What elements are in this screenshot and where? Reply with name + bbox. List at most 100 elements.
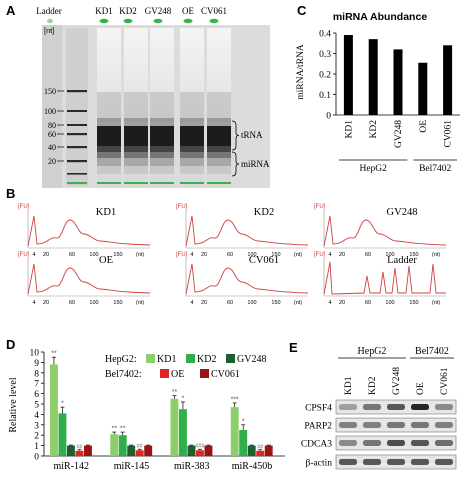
chart-d-y-tick-label: 7 bbox=[34, 380, 39, 390]
chart-d-y-tick-label: 5 bbox=[34, 401, 39, 411]
chart-d-legend-swatch bbox=[146, 354, 155, 363]
chart-c-category-label: OE bbox=[419, 120, 429, 133]
blot-lane-label-oe: OE bbox=[416, 382, 426, 395]
electropherogram-x-tick: 150 bbox=[409, 300, 418, 306]
panel-label-a: A bbox=[6, 3, 16, 18]
panel-label-c: C bbox=[297, 3, 307, 18]
electropherogram-x-tick: 60 bbox=[69, 252, 75, 258]
gel-lane-band bbox=[150, 166, 174, 174]
chart-c-group-label: HepG2 bbox=[359, 164, 387, 174]
chart-d-y-tick-label: 10 bbox=[30, 349, 40, 359]
chart-d-legend: HepG2: KD1 KD2 GV248 Bel7402: OE CV061 bbox=[105, 354, 266, 380]
panel-label-d: D bbox=[6, 337, 15, 352]
gel-lane-band bbox=[97, 166, 121, 174]
chart-d-y-tick-label: 1 bbox=[34, 442, 39, 452]
blot-band bbox=[411, 404, 429, 410]
gel-lane-band bbox=[124, 152, 148, 158]
electropherogram-trace bbox=[323, 215, 447, 247]
chart-d-bar bbox=[58, 413, 67, 456]
gel-lower-marker bbox=[97, 182, 121, 184]
blot-band bbox=[387, 459, 405, 465]
chart-d-y-tick-label: 4 bbox=[34, 411, 39, 421]
chart-d-legend-entry: OE bbox=[171, 369, 184, 380]
chart-d-bars: ***##** **##***###****## bbox=[50, 351, 273, 456]
chart-d-significance: * bbox=[61, 401, 64, 408]
chart-d-category-label: miR-450b bbox=[232, 461, 273, 472]
electropherogram-title: CV061 bbox=[249, 255, 279, 266]
gel-lower-marker bbox=[207, 182, 231, 184]
chart-d-category-label: miR-142 bbox=[53, 461, 89, 472]
electropherogram-fu-label: [FU] bbox=[176, 252, 188, 258]
chart-d-bar bbox=[127, 445, 136, 456]
chart-d-legend-bel7402-label: Bel7402: bbox=[105, 369, 142, 380]
chart-d-bar bbox=[196, 450, 204, 456]
electropherogram-x-tick: 150 bbox=[113, 300, 122, 306]
gel-size-mark: 100 bbox=[44, 107, 56, 116]
gel-mirna-band bbox=[97, 158, 121, 166]
blot-band bbox=[339, 404, 357, 410]
electropherogram-x-tick: 100 bbox=[385, 252, 394, 258]
blot-group-label: Bel7402 bbox=[415, 346, 449, 357]
gel-lane-band bbox=[124, 166, 148, 174]
chart-d-bar bbox=[247, 445, 256, 456]
blot-band bbox=[387, 422, 405, 428]
gel-mirna-band bbox=[207, 158, 231, 166]
chart-d-bar bbox=[84, 445, 92, 456]
electropherogram-x-tick: 20 bbox=[201, 252, 207, 258]
electropherogram-x-tick: 100 bbox=[89, 300, 98, 306]
gel-size-mark: 40 bbox=[48, 143, 56, 152]
chart-d-category-label: miR-145 bbox=[114, 461, 150, 472]
gel-lane-label-oe: OE bbox=[182, 6, 194, 16]
blot-band bbox=[411, 459, 429, 465]
gel-mirna-band bbox=[180, 158, 204, 166]
chart-d-bar bbox=[67, 445, 75, 456]
chart-d-legend-swatch bbox=[200, 369, 209, 378]
gel-lane-band bbox=[97, 152, 121, 158]
blot-group-label: HepG2 bbox=[358, 346, 387, 357]
chart-d-significance: ## bbox=[137, 444, 144, 450]
panel-c-chart: miRNA Abundance miRNA/tRNA 0 0.1 0.2 0.3 0.4… bbox=[296, 11, 460, 174]
blot-lane-label-cv061: CV061 bbox=[440, 367, 450, 395]
chart-d-bar bbox=[239, 430, 248, 456]
electropherogram-x-tick: 4 bbox=[190, 300, 193, 306]
gel-lane-smear bbox=[97, 92, 121, 122]
gel-trna-band bbox=[180, 126, 204, 146]
electropherogram-x-tick: 100 bbox=[247, 252, 256, 258]
chart-d-significance: ** bbox=[172, 389, 178, 396]
gel-ladder-band bbox=[67, 124, 87, 126]
blot-band bbox=[363, 422, 381, 428]
gel-mirna-band bbox=[124, 158, 148, 166]
gel-ladder-band bbox=[67, 146, 87, 149]
chart-c-category-label: CV061 bbox=[444, 120, 454, 148]
chart-d-legend-swatch bbox=[226, 354, 235, 363]
chart-d-y-tick-label: 6 bbox=[34, 390, 39, 400]
chart-d-legend-entry: KD1 bbox=[157, 354, 176, 365]
electropherogram-trace bbox=[27, 215, 151, 247]
chart-d-y-tick-label: 0 bbox=[34, 453, 39, 463]
chart-d-significance: ** bbox=[120, 426, 126, 433]
gel-lane-smear bbox=[207, 118, 231, 126]
gel-lane-smear bbox=[180, 118, 204, 126]
chart-c-bar bbox=[343, 35, 353, 115]
chart-c-y-tick-label: 0 bbox=[326, 112, 331, 122]
chart-d-bar bbox=[50, 364, 58, 456]
blot-band bbox=[339, 459, 357, 465]
electropherogram-x-tick: 150 bbox=[271, 300, 280, 306]
chart-d-y-tick-label: 9 bbox=[34, 359, 39, 369]
electropherogram-x-tick: (nt) bbox=[294, 300, 302, 306]
chart-c-bar bbox=[418, 62, 428, 115]
chart-c-y-tick-label: 0.1 bbox=[319, 91, 331, 101]
electropherogram-x-tick: (nt) bbox=[432, 252, 440, 258]
electropherogram-x-tick: 100 bbox=[247, 300, 256, 306]
electropherogram-x-tick: 4 bbox=[190, 252, 193, 258]
chart-c-y-tick-label: 0.3 bbox=[319, 50, 331, 60]
gel-lane-marker bbox=[123, 18, 133, 24]
chart-c-bar bbox=[368, 39, 378, 115]
chart-d-bar bbox=[256, 450, 265, 456]
electropherogram-x-tick: 4 bbox=[32, 252, 35, 258]
chart-d-bar bbox=[264, 445, 273, 456]
electropherogram-trace bbox=[27, 263, 151, 295]
electropherogram-fu-label: [FU] bbox=[18, 204, 30, 210]
electropherogram-title: KD2 bbox=[254, 207, 274, 218]
electropherogram-trace bbox=[323, 261, 446, 295]
